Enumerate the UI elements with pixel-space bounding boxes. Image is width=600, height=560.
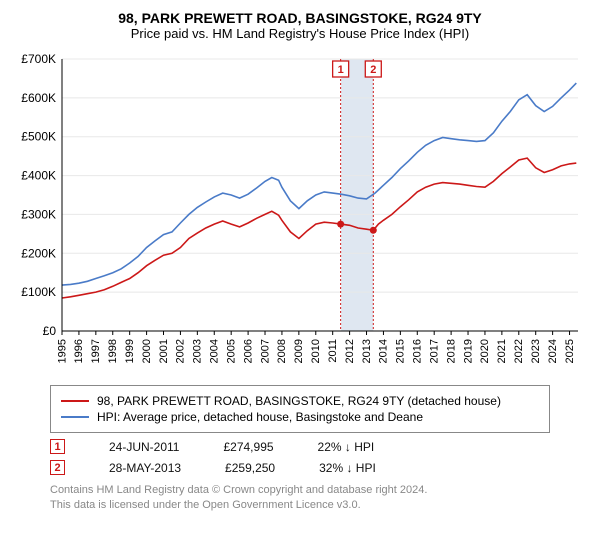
svg-text:1997: 1997	[90, 339, 102, 363]
svg-text:£300K: £300K	[21, 207, 56, 221]
svg-text:2014: 2014	[378, 339, 390, 363]
transaction-row: 2 28-MAY-2013 £259,250 32% ↓ HPI	[50, 460, 550, 475]
svg-text:1999: 1999	[124, 339, 136, 363]
svg-text:2001: 2001	[158, 339, 170, 363]
transaction-date: 24-JUN-2011	[109, 440, 179, 454]
transaction-price: £274,995	[223, 440, 273, 454]
svg-text:2016: 2016	[412, 339, 424, 363]
svg-text:2: 2	[370, 64, 376, 76]
legend-label: 98, PARK PREWETT ROAD, BASINGSTOKE, RG24…	[97, 394, 501, 408]
transaction-marker: 2	[50, 460, 65, 475]
svg-text:£500K: £500K	[21, 130, 56, 144]
footer-line: This data is licensed under the Open Gov…	[50, 498, 550, 513]
svg-text:2019: 2019	[462, 339, 474, 363]
svg-text:2003: 2003	[192, 339, 204, 363]
svg-text:£400K: £400K	[21, 169, 56, 183]
svg-text:2010: 2010	[310, 339, 322, 363]
svg-text:2005: 2005	[225, 339, 237, 363]
legend-swatch-hpi	[61, 416, 89, 418]
price-chart: £0 £100K £200K £300K £400K £500K £600K £700K 1 2 1…	[10, 49, 590, 379]
svg-text:£200K: £200K	[21, 246, 56, 260]
transaction-price: £259,250	[225, 461, 275, 475]
svg-text:2007: 2007	[259, 339, 271, 363]
svg-text:2024: 2024	[547, 339, 559, 363]
legend-row: 98, PARK PREWETT ROAD, BASINGSTOKE, RG24…	[61, 394, 539, 408]
svg-text:2021: 2021	[496, 339, 508, 363]
transaction-date: 28-MAY-2013	[109, 461, 181, 475]
svg-text:2002: 2002	[175, 339, 187, 363]
svg-text:2017: 2017	[428, 339, 440, 363]
svg-text:2018: 2018	[445, 339, 457, 363]
legend-label: HPI: Average price, detached house, Basi…	[97, 410, 423, 424]
svg-text:2008: 2008	[276, 339, 288, 363]
svg-text:2000: 2000	[141, 339, 153, 363]
svg-text:2006: 2006	[242, 339, 254, 363]
transaction-delta: 32% ↓ HPI	[319, 461, 376, 475]
svg-text:2004: 2004	[209, 339, 221, 363]
svg-text:2012: 2012	[344, 339, 356, 363]
svg-text:2023: 2023	[530, 339, 542, 363]
transaction-marker: 1	[50, 439, 65, 454]
svg-text:2013: 2013	[361, 339, 373, 363]
svg-text:2015: 2015	[395, 339, 407, 363]
svg-text:£700K: £700K	[21, 52, 56, 66]
page-subtitle: Price paid vs. HM Land Registry's House …	[10, 26, 590, 41]
svg-text:£600K: £600K	[21, 91, 56, 105]
svg-text:2022: 2022	[513, 339, 525, 363]
svg-text:1: 1	[338, 64, 344, 76]
svg-text:2025: 2025	[564, 339, 576, 363]
transactions-table: 1 24-JUN-2011 £274,995 22% ↓ HPI 2 28-MAY-201…	[50, 439, 550, 475]
footer-note: Contains HM Land Registry data © Crown c…	[50, 483, 550, 513]
legend: 98, PARK PREWETT ROAD, BASINGSTOKE, RG24…	[50, 385, 550, 433]
footer-line: Contains HM Land Registry data © Crown c…	[50, 483, 550, 498]
page-title: 98, PARK PREWETT ROAD, BASINGSTOKE, RG24…	[10, 10, 590, 26]
legend-swatch-property	[61, 400, 89, 402]
svg-text:1996: 1996	[73, 339, 85, 363]
transaction-delta: 22% ↓ HPI	[318, 440, 375, 454]
svg-text:2020: 2020	[479, 339, 491, 363]
svg-text:1998: 1998	[107, 339, 119, 363]
chart-svg: £0 £100K £200K £300K £400K £500K £600K £700K 1 2 1…	[10, 49, 590, 379]
svg-text:1995: 1995	[56, 339, 68, 363]
svg-text:£0: £0	[43, 324, 57, 338]
transaction-row: 1 24-JUN-2011 £274,995 22% ↓ HPI	[50, 439, 550, 454]
svg-text:2011: 2011	[327, 339, 339, 363]
svg-text:2009: 2009	[293, 339, 305, 363]
svg-text:£100K: £100K	[21, 285, 56, 299]
legend-row: HPI: Average price, detached house, Basi…	[61, 410, 539, 424]
